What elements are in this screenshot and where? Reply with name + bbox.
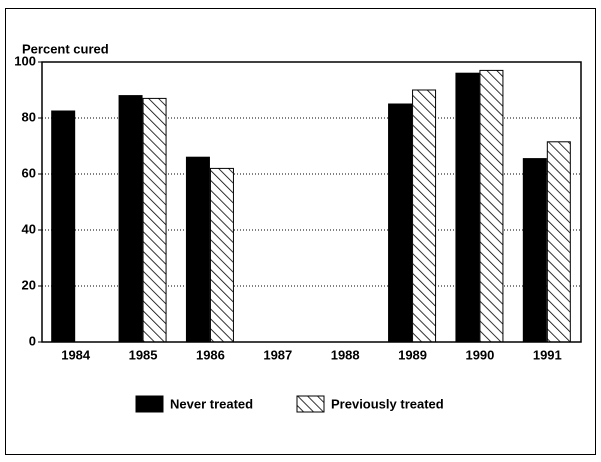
bar	[412, 89, 437, 343]
x-tick-label: 1988	[331, 347, 360, 362]
x-tick-label: 1989	[398, 347, 427, 362]
y-tick-label: 60	[22, 165, 36, 180]
x-tick-label: 1986	[196, 347, 225, 362]
x-tick-label: 1991	[533, 347, 562, 362]
plot-frame	[41, 61, 582, 343]
x-tick-label: 1984	[61, 347, 91, 362]
bar	[479, 69, 504, 343]
bar	[522, 158, 547, 343]
y-tick-label: 40	[22, 221, 36, 236]
x-tick-label: 1987	[263, 347, 292, 362]
bar	[209, 167, 234, 343]
bar	[142, 97, 167, 343]
x-tick-label: 1985	[129, 347, 158, 362]
y-tick-label: 100	[14, 53, 36, 68]
bar	[118, 95, 143, 343]
x-tick-label: 1990	[465, 347, 494, 362]
y-tick-label: 0	[29, 333, 36, 348]
bar	[455, 72, 480, 343]
frame	[5, 8, 596, 455]
legend-label: Never treated	[170, 396, 253, 411]
legend-swatch	[296, 395, 325, 413]
legend-swatch	[135, 395, 164, 413]
bar	[546, 141, 571, 343]
bar	[185, 156, 210, 343]
bar	[388, 103, 413, 343]
y-tick-label: 80	[22, 109, 36, 124]
y-tick-label: 20	[22, 277, 36, 292]
legend-label: Previously treated	[331, 396, 444, 411]
bar	[51, 110, 76, 343]
y-axis-label: Percent cured	[22, 41, 109, 56]
